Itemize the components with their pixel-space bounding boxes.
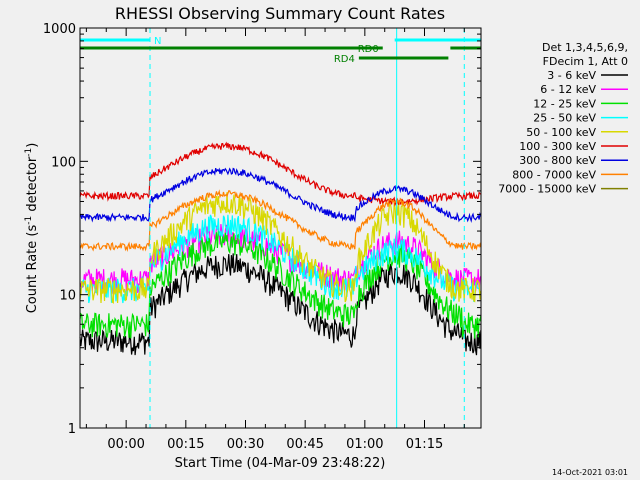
y-tick-label: 10 xyxy=(59,289,76,304)
series-trace xyxy=(79,192,482,304)
series-5 xyxy=(79,192,482,304)
x-tick-label: 00:15 xyxy=(167,437,204,452)
x-tick-label: 01:00 xyxy=(346,437,383,452)
y-label-sup-1: -1 xyxy=(24,216,34,225)
x-tick-label: 00:30 xyxy=(227,437,264,452)
y-label-main: Count Rate (s xyxy=(25,225,40,314)
legend-label: 100 - 300 keV xyxy=(519,140,596,153)
series-trace xyxy=(79,141,482,207)
series-trace xyxy=(79,167,482,224)
flag-label: RD0 xyxy=(358,44,379,55)
legend-label: 3 - 6 keV xyxy=(547,69,596,82)
legend-entry-3: 12 - 25 keV xyxy=(533,97,628,110)
y-label-mid: detector xyxy=(25,156,40,216)
legend-entry-7: 300 - 800 keV xyxy=(519,154,628,167)
x-tick-label: 00:45 xyxy=(286,437,323,452)
x-axis-label: Start Time (04-Mar-09 23:48:22) xyxy=(175,456,386,471)
flag-label: N xyxy=(154,36,161,47)
legend-label: 50 - 100 keV xyxy=(526,126,596,139)
y-tick-label: 1 xyxy=(68,422,76,437)
chart-title: RHESSI Observing Summary Count Rates xyxy=(115,4,445,23)
x-tick-label: 01:15 xyxy=(406,437,443,452)
legend-header-line-2: FDecim 1, Att 0 xyxy=(543,55,628,68)
legend-label: 25 - 50 keV xyxy=(533,112,596,125)
legend-label: 800 - 7000 keV xyxy=(512,168,596,181)
y-axis-label: Count Rate (s-1 detector-1) xyxy=(24,143,40,314)
legend-entry-9: 7000 - 15000 keV xyxy=(498,183,628,196)
flag-rd0: RD0 xyxy=(80,44,481,55)
legend-entry-4: 25 - 50 keV xyxy=(533,112,628,125)
y-tick-label: 100 xyxy=(51,155,76,170)
legend-entry-1: 3 - 6 keV xyxy=(547,69,628,82)
series-6 xyxy=(79,141,482,207)
legend-entry-6: 100 - 300 keV xyxy=(519,140,628,153)
generation-timestamp: 14-Oct-2021 03:01 xyxy=(552,468,628,477)
y-tick-label: 1000 xyxy=(43,22,76,37)
x-tick-label: 00:00 xyxy=(107,437,144,452)
flag-n: N xyxy=(80,36,481,47)
series-trace xyxy=(79,230,482,339)
axes: 1 10 100 1000 00:00 00:15 00:30 00:45 01:00 01:15 xyxy=(43,22,481,452)
legend-label: 7000 - 15000 keV xyxy=(498,183,596,196)
y-label-sup-2: -1 xyxy=(24,148,34,157)
legend-header-line-1: Det 1,3,4,5,6,9, xyxy=(542,41,628,54)
series-7 xyxy=(79,167,482,224)
legend-entry-5: 50 - 100 keV xyxy=(526,126,628,139)
series-trace xyxy=(79,189,482,253)
plot-frame xyxy=(79,27,482,429)
series-trace xyxy=(79,253,482,356)
y-label-end: ) xyxy=(25,143,40,148)
flag-rd4: RD4 xyxy=(334,54,449,65)
flag-label: RD4 xyxy=(334,54,355,65)
legend-label: 12 - 25 keV xyxy=(533,97,596,110)
legend-entry-8: 800 - 7000 keV xyxy=(512,168,628,181)
legend-entry-2: 6 - 12 keV xyxy=(540,83,628,96)
legend-label: 300 - 800 keV xyxy=(519,154,596,167)
series-8 xyxy=(79,189,482,253)
series-3 xyxy=(79,230,482,339)
series-1 xyxy=(79,253,482,356)
legend-label: 6 - 12 keV xyxy=(540,83,596,96)
